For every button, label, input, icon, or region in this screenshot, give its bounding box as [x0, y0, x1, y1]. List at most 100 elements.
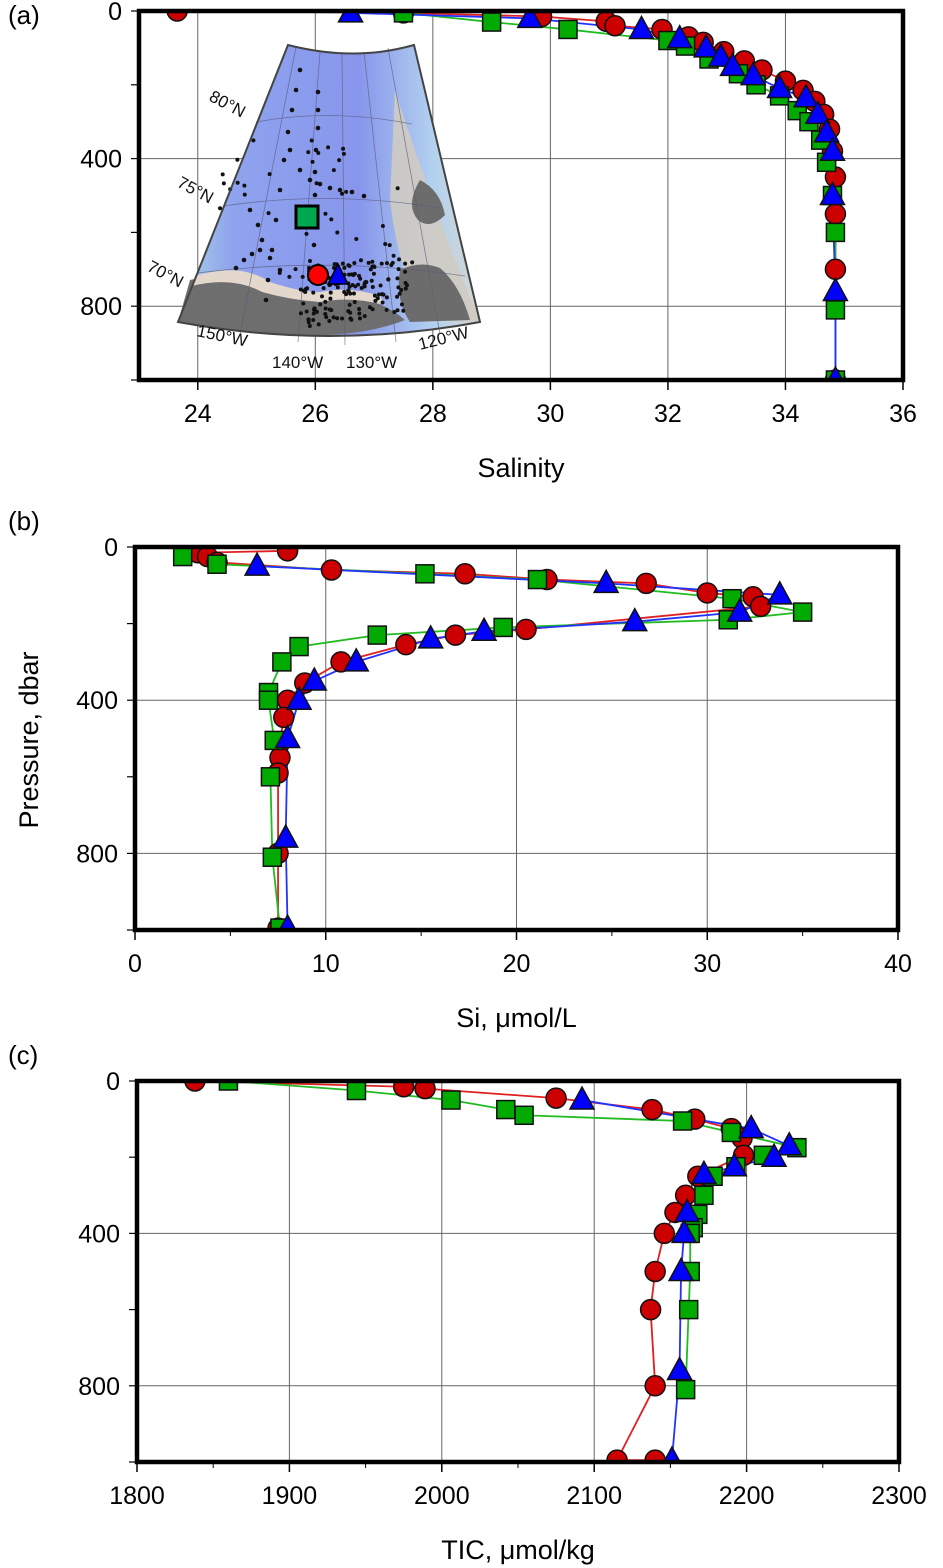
data-point-triangle — [662, 1445, 681, 1462]
y-tick-label: 0 — [106, 1068, 120, 1096]
data-point-square — [218, 1081, 239, 1091]
station-dot — [380, 292, 385, 297]
data-point-triangle — [628, 14, 655, 40]
station-dot — [386, 277, 391, 282]
map-lon-label: 130°W — [346, 353, 397, 372]
station-dot — [304, 231, 309, 236]
x-tick-label: 30 — [693, 950, 721, 978]
station-dot — [242, 183, 247, 188]
data-point-square — [441, 1090, 461, 1110]
data-point-circle — [696, 582, 718, 604]
station-dot — [370, 307, 375, 312]
station-dot — [316, 151, 321, 156]
station-dot — [301, 288, 306, 293]
station-dot — [335, 316, 340, 321]
data-point-triangle — [666, 24, 693, 49]
station-dot — [323, 299, 328, 304]
data-point-circle — [515, 618, 537, 641]
station-dot — [321, 286, 326, 291]
data-point-circle — [749, 595, 772, 618]
station-dot — [318, 302, 323, 307]
map-marker-blue-triangle — [326, 262, 350, 285]
y-tick-label: 0 — [104, 534, 118, 562]
station-dot — [349, 317, 354, 322]
station-dot — [384, 307, 389, 312]
map-lat-label: 70°N — [144, 257, 186, 292]
data-point-triangle — [243, 551, 271, 576]
station-dot — [380, 300, 385, 305]
station-dot — [315, 107, 321, 113]
station-dot — [335, 230, 340, 235]
data-point-triangle — [337, 11, 364, 23]
station-dot — [395, 308, 400, 313]
station-dot — [251, 138, 256, 143]
station-dot — [372, 293, 377, 298]
data-point-square — [272, 652, 292, 672]
data-point-triangle — [692, 33, 720, 58]
station-dot — [320, 294, 325, 299]
y-tick-label: 400 — [78, 1220, 120, 1248]
station-dot — [351, 273, 356, 278]
station-dot — [391, 253, 396, 258]
station-dot — [263, 297, 269, 303]
station-dot — [266, 211, 271, 216]
station-dot — [340, 191, 345, 196]
station-dot — [403, 281, 408, 286]
station-dot — [397, 291, 402, 296]
station-dot — [347, 284, 352, 289]
y-tick-label: 400 — [76, 687, 118, 715]
station-dot — [315, 125, 321, 131]
station-dot — [346, 263, 351, 268]
station-dot — [314, 181, 319, 186]
data-point-square — [721, 1122, 742, 1143]
map-land-canada — [398, 180, 470, 322]
station-dot — [387, 243, 392, 248]
map-coast-band — [192, 270, 385, 305]
data-point-square — [493, 617, 513, 638]
data-point-triangle — [760, 1142, 788, 1167]
panel-a-salinity: 24 26 28 30 32 34 36 0 400 800 Salinity — [80, 0, 917, 483]
station-dot — [354, 237, 359, 242]
station-dot — [373, 298, 378, 303]
y-tick-label: 800 — [76, 840, 118, 868]
station-dot — [287, 147, 293, 153]
station-dot — [399, 287, 404, 292]
plot-frame — [136, 8, 906, 383]
station-dot — [312, 192, 318, 198]
data-point-circle — [641, 1098, 663, 1121]
data-point-triangle — [813, 118, 840, 143]
data-point-triangle — [719, 51, 746, 77]
x-tick-label: 0 — [128, 950, 142, 978]
station-dot — [346, 288, 351, 293]
data-point-square — [367, 625, 388, 645]
data-point-triangle — [301, 666, 328, 691]
station-dot — [379, 261, 384, 266]
station-dot — [323, 312, 328, 317]
data-point-circle — [824, 258, 847, 281]
data-point-circle — [166, 11, 188, 22]
data-point-triangle — [776, 1131, 803, 1156]
station-dot — [369, 278, 374, 283]
station-dot — [368, 267, 373, 272]
station-dot — [300, 274, 305, 279]
x-tick-label: 2300 — [871, 1482, 927, 1510]
plot-area — [172, 547, 813, 930]
station-dot — [257, 247, 263, 253]
inset-map: 80°N 75°N 70°N 150°W 140°W 130°W 120°W — [144, 43, 482, 372]
station-dot — [327, 307, 332, 312]
data-point-triangle — [274, 723, 301, 749]
station-dot — [363, 279, 368, 284]
station-dot — [218, 206, 223, 211]
x-tick-label: 10 — [312, 950, 340, 978]
x-tick-label: 2100 — [566, 1482, 622, 1510]
station-dot — [306, 150, 311, 155]
map-land-alaska — [178, 276, 405, 336]
station-dot — [380, 223, 385, 228]
station-dot — [392, 309, 397, 314]
station-dot — [359, 285, 364, 290]
station-dot — [313, 147, 319, 153]
station-dot — [220, 172, 225, 177]
station-dot — [328, 290, 333, 295]
